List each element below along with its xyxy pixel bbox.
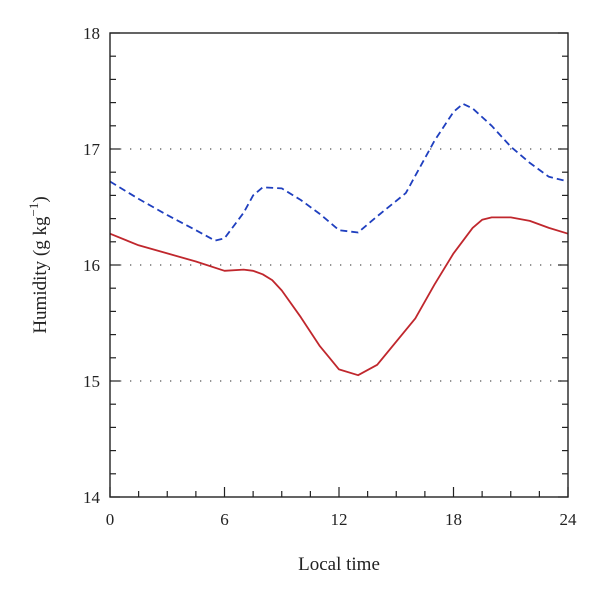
x-tick-label-24: 24: [560, 510, 578, 529]
y-tick-label-18: 18: [83, 24, 100, 43]
grid-lines: [110, 148, 568, 382]
y-axis-title-exponent: −1: [26, 203, 41, 217]
y-axis-title-prefix: Humidity (g kg: [30, 216, 51, 334]
y-tick-label-16: 16: [83, 256, 100, 275]
series-line-dashed: [109, 102, 569, 242]
x-tick-label-12: 12: [331, 510, 348, 529]
y-tick-label-14: 14: [83, 488, 101, 507]
plot-frame: [109, 32, 569, 498]
y-tick-label-17: 17: [83, 140, 101, 159]
x-tick-label-6: 6: [220, 510, 229, 529]
axis-ticks: [109, 32, 569, 498]
series-line-solid: [109, 216, 569, 377]
y-tick-label-15: 15: [83, 372, 100, 391]
x-tick-label-0: 0: [106, 510, 115, 529]
x-axis-title: Local time: [298, 554, 380, 575]
series-lines: [109, 102, 569, 377]
y-tick-labels: 14 15 16 17 18: [83, 24, 101, 507]
y-axis-title-suffix: ): [30, 196, 51, 202]
x-tick-labels: 0 6 12 18 24: [106, 510, 577, 529]
x-tick-label-18: 18: [445, 510, 462, 529]
y-axis-title: Humidity (g kg−1): [26, 196, 51, 333]
